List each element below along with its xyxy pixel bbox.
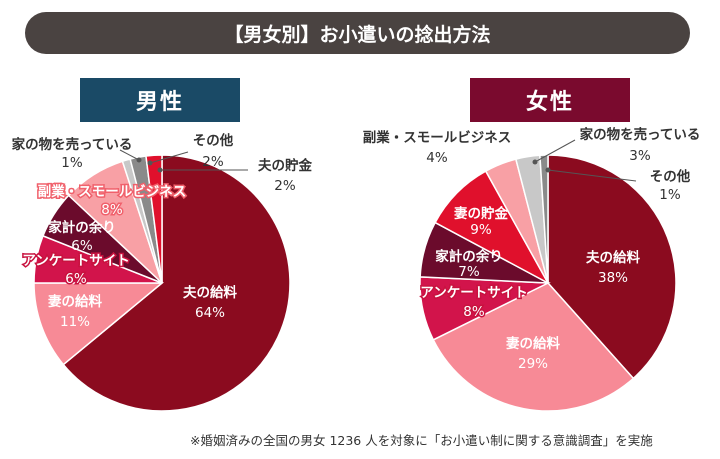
- slice-label-husband_salary: 夫の給料: [183, 284, 237, 301]
- slice-label-sell_items: 家の物を売っている: [580, 126, 701, 143]
- slice-value-husband_salary: 64%: [195, 305, 225, 321]
- slice-value-wife_savings: 2%: [274, 178, 296, 194]
- slice-husband_salary: [62, 154, 291, 412]
- leader-dot-sell_items: [532, 159, 538, 165]
- slice-label-household_surplus: 家計の余り: [48, 219, 116, 236]
- pie-male: 夫の給料64%妻の給料11%アンケートサイト6%家計の余り6%副業・スモールビジ…: [12, 132, 312, 412]
- slice-label-survey_site: アンケートサイト: [22, 253, 129, 269]
- slice-value-sell_items: 1%: [61, 155, 83, 171]
- slice-husband_salary: [547, 154, 677, 380]
- slice-label-survey_site: アンケートサイト: [420, 285, 527, 301]
- slice-value-wife_salary: 29%: [518, 356, 548, 372]
- leader-other: [149, 151, 189, 164]
- chart-title-male: 男性: [80, 78, 240, 122]
- leader-other: [547, 169, 637, 182]
- leader-dot-wife_savings: [157, 167, 163, 173]
- slice-wife_salary: [33, 282, 165, 366]
- footnote: ※婚姻済みの全国の男女 1236 人を対象に「お小遣い制に関する意識調査」を実施: [190, 433, 653, 448]
- slice-value-husband_salary: 38%: [598, 270, 628, 286]
- leader-sell_items: [534, 139, 576, 163]
- slice-label-wife_salary: 妻の給料: [506, 335, 560, 352]
- leader-sell_items: [119, 149, 140, 161]
- slice-label-wife_savings: 夫の貯金: [258, 157, 312, 174]
- slice-label-side_business: 副業・スモールビジネス: [363, 129, 512, 146]
- slice-label-husband_salary: 夫の給料: [586, 249, 640, 266]
- slice-value-other: 1%: [659, 187, 681, 203]
- slice-value-household_surplus: 6%: [71, 238, 93, 254]
- slice-label-other: その他: [193, 132, 234, 149]
- slice-label-wife_savings: 妻の貯金: [454, 205, 508, 222]
- leader-dot-other: [147, 160, 153, 166]
- page-title: 【男女別】お小遣いの捻出方法: [25, 12, 690, 54]
- slice-label-sell_items: 家の物を売っている: [12, 136, 133, 153]
- leader-dot-sell_items: [136, 157, 142, 163]
- slice-value-wife_savings: 9%: [470, 222, 492, 238]
- slice-label-side_business: 副業・スモールビジネス: [38, 183, 187, 200]
- slice-label-other: その他: [650, 168, 691, 185]
- slice-wife_salary: [432, 282, 635, 412]
- leader-dot-other: [545, 167, 551, 173]
- slice-value-household_surplus: 7%: [458, 264, 480, 280]
- slice-value-wife_salary: 11%: [60, 314, 90, 330]
- slice-value-survey_site: 8%: [463, 304, 485, 320]
- slice-label-wife_salary: 妻の給料: [48, 293, 102, 310]
- slice-value-survey_site: 6%: [65, 271, 87, 287]
- slice-label-household_surplus: 家計の余り: [435, 248, 503, 265]
- slice-wife_savings: [145, 154, 163, 284]
- chart-title-female: 女性: [470, 78, 630, 122]
- slice-value-other: 2%: [202, 154, 224, 170]
- slice-value-side_business: 8%: [101, 202, 123, 218]
- slice-value-sell_items: 3%: [629, 148, 651, 164]
- slice-value-side_business: 4%: [426, 150, 448, 166]
